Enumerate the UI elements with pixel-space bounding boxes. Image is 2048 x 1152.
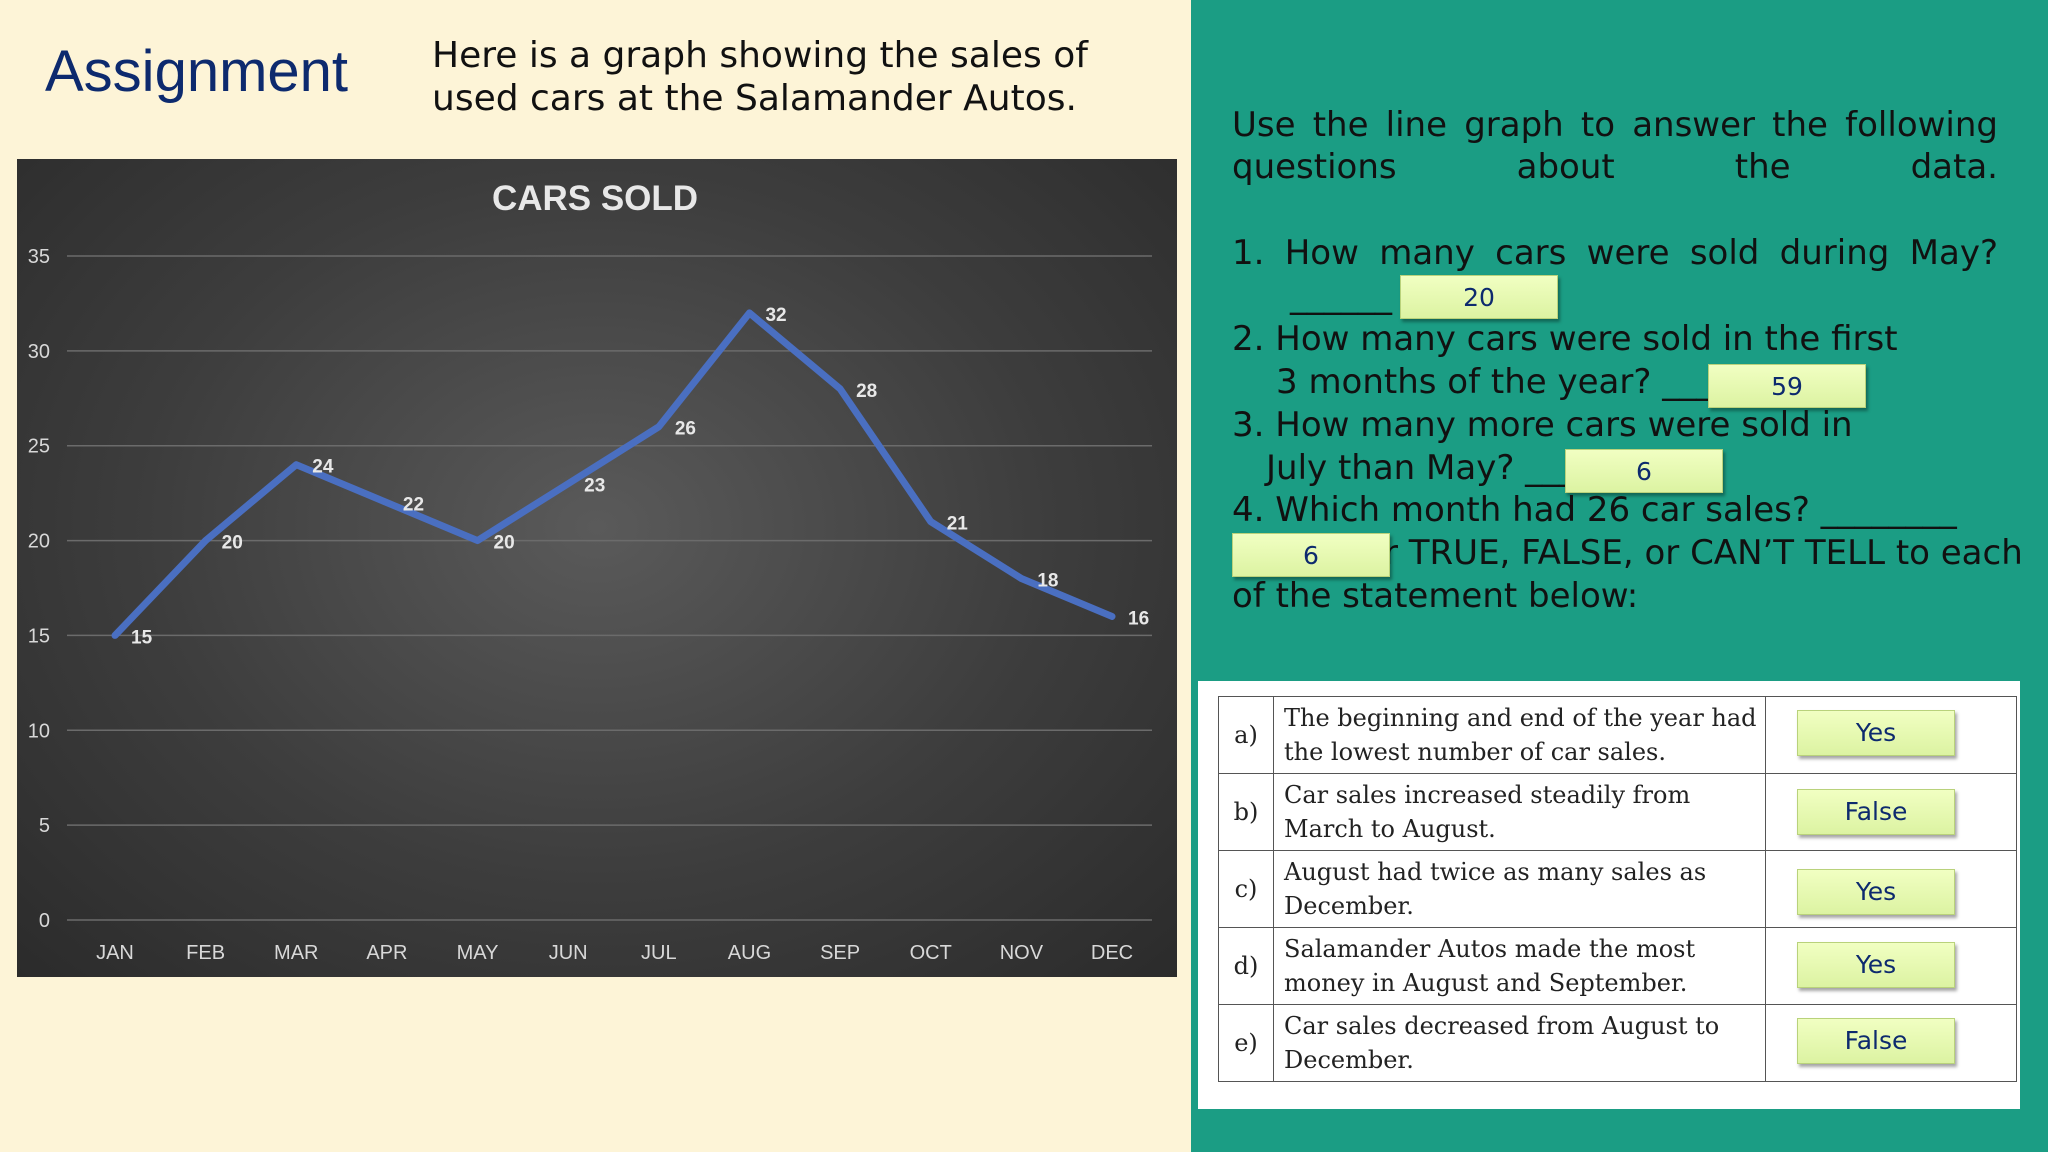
- x-tick-label: JUN: [549, 942, 588, 964]
- data-label: 23: [584, 476, 605, 497]
- x-tick-label: OCT: [910, 942, 952, 964]
- y-tick-label: 35: [28, 246, 50, 268]
- x-tick-label: MAR: [274, 942, 318, 964]
- question-2-line2: 3 months of the year? ___: [1276, 362, 1714, 402]
- data-label: 18: [1037, 571, 1058, 592]
- table-row: c) August had twice as many sales as Dec…: [1218, 850, 2017, 928]
- x-tick-label: APR: [366, 942, 407, 964]
- data-label: 21: [947, 514, 969, 535]
- series-line: [111, 309, 1116, 639]
- row-label: c): [1218, 850, 1274, 928]
- answer-box-d[interactable]: Yes: [1797, 942, 1955, 988]
- data-point: [1109, 613, 1115, 620]
- y-tick-label: 20: [28, 531, 50, 553]
- statement-text: Salamander Autos made the most money in …: [1273, 927, 1766, 1005]
- y-tick-label: 25: [28, 436, 50, 458]
- data-label: 24: [312, 457, 334, 478]
- data-point: [927, 518, 934, 525]
- statement-text: Car sales increased steadily from March …: [1273, 773, 1766, 851]
- question-5-line2: of the statement below:: [1232, 576, 1639, 616]
- x-tick-label: AUG: [728, 942, 771, 964]
- instructions-line: Use the line graph to answer the followi…: [1232, 105, 1998, 187]
- answer-box-b[interactable]: False: [1797, 789, 1955, 835]
- table-row: d) Salamander Autos made the most money …: [1218, 927, 2017, 1005]
- x-tick-label: SEP: [820, 942, 860, 964]
- data-label: 26: [675, 419, 696, 440]
- row-label: b): [1218, 773, 1274, 851]
- question-1: 1. How many cars were sold during May?: [1232, 233, 1998, 273]
- answer-box-a[interactable]: Yes: [1797, 710, 1955, 756]
- row-label: e): [1218, 1004, 1274, 1082]
- y-tick-label: 10: [28, 720, 50, 742]
- data-label: 15: [131, 627, 153, 648]
- table-row: a) The beginning and end of the year had…: [1218, 696, 2017, 774]
- data-label: 32: [765, 305, 786, 326]
- statements-table: a) The beginning and end of the year had…: [1218, 696, 2017, 1082]
- question-1-blank: ______: [1290, 276, 1392, 316]
- data-point: [112, 632, 118, 639]
- line-chart: CARS SOLD 0 5 10 15 20 25 30 35 JAN FEB MAR APR MAY JU…: [17, 159, 1177, 977]
- answer-box-q3[interactable]: 6: [1565, 449, 1723, 493]
- data-point: [474, 537, 481, 544]
- statement-text: The beginning and end of the year had th…: [1273, 696, 1766, 774]
- row-label: d): [1218, 927, 1274, 1005]
- y-tick-label: 5: [39, 815, 50, 837]
- data-label: 16: [1128, 608, 1149, 629]
- data-label: 28: [856, 381, 877, 402]
- x-tick-label: JAN: [96, 942, 134, 964]
- y-tick-label: 15: [28, 625, 50, 647]
- answer-box-q2[interactable]: 59: [1708, 364, 1866, 408]
- statement-text: August had twice as many sales as Decemb…: [1273, 850, 1766, 928]
- answer-box-q1[interactable]: 20: [1400, 275, 1558, 319]
- data-point: [565, 480, 572, 487]
- y-tick-label: 30: [28, 341, 50, 363]
- statement-text: Car sales decreased from August to Decem…: [1273, 1004, 1766, 1082]
- table-row: e) Car sales decreased from August to De…: [1218, 1004, 2017, 1082]
- data-point: [746, 309, 753, 316]
- x-tick-label: DEC: [1091, 942, 1133, 964]
- data-label: 22: [403, 495, 424, 516]
- data-point: [655, 423, 662, 430]
- question-5-line1: r TRUE, FALSE, or CAN’T TELL to each: [1384, 533, 2023, 573]
- x-tick-label: FEB: [186, 942, 225, 964]
- answer-box-c[interactable]: Yes: [1797, 869, 1955, 915]
- x-tick-label: NOV: [1000, 942, 1044, 964]
- data-label: 20: [494, 533, 515, 554]
- x-tick-label: MAY: [457, 942, 499, 964]
- data-label: 20: [222, 533, 243, 554]
- answer-box-q4[interactable]: 6: [1232, 533, 1390, 577]
- row-label: a): [1218, 696, 1274, 774]
- question-4: 4. Which month had 26 car sales? _______…: [1232, 490, 1957, 530]
- chart-svg: CARS SOLD 0 5 10 15 20 25 30 35 JAN FEB MAR APR MAY JU…: [28, 179, 1152, 964]
- y-tick-label: 0: [39, 910, 50, 932]
- data-point: [837, 385, 844, 392]
- x-tick-label: JUL: [641, 942, 677, 964]
- data-point: [1018, 575, 1025, 582]
- data-point: [202, 537, 209, 544]
- statements-table-panel: a) The beginning and end of the year had…: [1198, 681, 2020, 1109]
- intro-text: Here is a graph showing the sales of use…: [432, 35, 1088, 119]
- question-3-line2: July than May? ___: [1266, 448, 1577, 488]
- page-title: Assignment: [45, 39, 349, 104]
- data-point: [383, 499, 390, 506]
- question-3: 3. How many more cars were sold in: [1232, 405, 1853, 445]
- table-row: b) Car sales increased steadily from Mar…: [1218, 773, 2017, 851]
- chart-title: CARS SOLD: [492, 179, 698, 218]
- question-2: 2. How many cars were sold in the first: [1232, 319, 1898, 359]
- data-point: [293, 461, 300, 468]
- answer-box-e[interactable]: False: [1797, 1018, 1955, 1064]
